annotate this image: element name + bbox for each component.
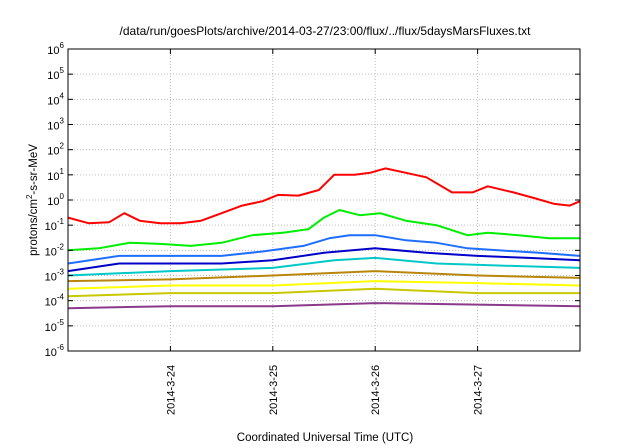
y-tick-label: 103 bbox=[47, 117, 64, 133]
y-tick-label: 10-2 bbox=[45, 242, 65, 258]
y-tick-label: 104 bbox=[47, 91, 64, 107]
y-tick-label: 105 bbox=[47, 66, 64, 82]
y-tick-label: 100 bbox=[47, 192, 64, 208]
series-line-5 bbox=[67, 256, 581, 277]
x-tick-label: 2014-3-27 bbox=[473, 365, 485, 415]
x-axis-ticks: 2014-3-24 2014-3-25 2014-3-26 2014-3-27 bbox=[165, 49, 485, 415]
series-line-6 bbox=[67, 270, 581, 283]
x-tick-label: 2014-3-24 bbox=[165, 365, 177, 415]
y-tick-label: 10-5 bbox=[45, 318, 65, 334]
x-tick-label: 2014-3-26 bbox=[370, 365, 382, 415]
series-line-3 bbox=[67, 234, 581, 265]
series-lines bbox=[67, 167, 581, 310]
y-tick-label: 10-1 bbox=[45, 217, 65, 233]
y-tick-label: 10-6 bbox=[45, 343, 65, 359]
series-line-4 bbox=[67, 247, 581, 273]
series-line-8 bbox=[67, 287, 580, 298]
series-line-9 bbox=[67, 302, 581, 310]
y-tick-label: 106 bbox=[47, 41, 64, 57]
series-line-7 bbox=[67, 280, 581, 290]
grid bbox=[68, 49, 580, 351]
y-tick-label: 10-3 bbox=[45, 268, 65, 284]
y-axis-label: protons/cm2-s-sr-MeV bbox=[25, 144, 40, 256]
y-tick-label: 102 bbox=[47, 142, 64, 158]
chart-title: /data/run/goesPlots/archive/2014-03-27/2… bbox=[120, 24, 532, 38]
x-axis-label: Coordinated Universal Time (UTC) bbox=[237, 432, 414, 444]
y-tick-label: 101 bbox=[47, 167, 64, 183]
y-tick-label: 10-4 bbox=[45, 293, 65, 309]
series-line-1 bbox=[67, 167, 581, 225]
series-line-2 bbox=[67, 209, 580, 252]
x-tick-label: 2014-3-25 bbox=[268, 365, 280, 415]
y-axis-ticks: 10-6 10-5 10-4 10-3 10-2 10-1 100 101 102 103 104 1… bbox=[45, 41, 580, 359]
